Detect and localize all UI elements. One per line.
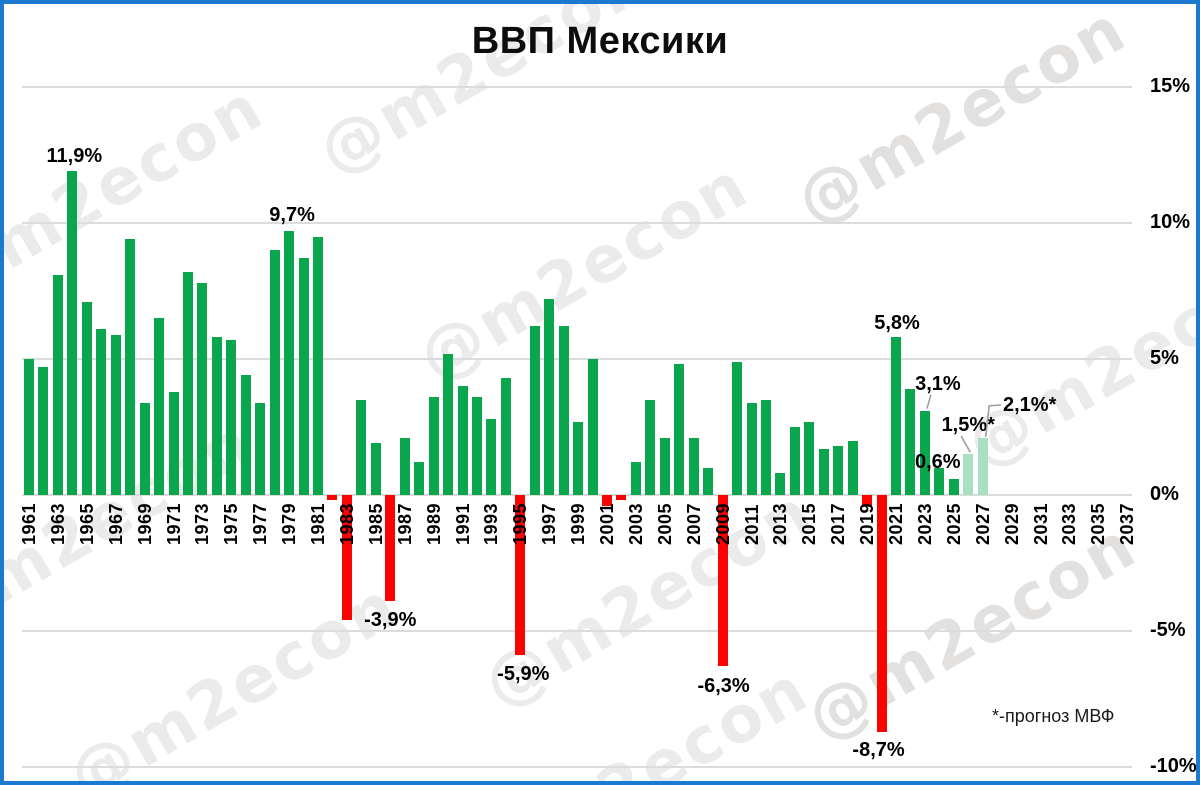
bar-2008 <box>703 467 714 495</box>
bar-1999 <box>573 421 584 495</box>
bar-2000 <box>587 359 598 495</box>
forecast-footnote: *-прогноз МВФ <box>992 706 1115 726</box>
data-label-2025: 0,6% <box>915 450 961 473</box>
bar-2002 <box>616 495 627 501</box>
y-tick-10: 10% <box>1150 211 1191 234</box>
bar-2023 <box>919 410 930 495</box>
bar-2020 <box>876 495 887 732</box>
bar-1966 <box>96 329 107 495</box>
bar-2019 <box>862 495 873 506</box>
leader-line-2026 <box>960 435 971 453</box>
data-label-1995: -5,9% <box>497 663 550 686</box>
bar-1972 <box>182 271 193 495</box>
leader-line-2027 <box>984 404 1002 437</box>
y-tick-0: 0% <box>1150 483 1179 506</box>
data-label-2009: -6,3% <box>697 675 750 698</box>
bar-2005 <box>659 437 670 495</box>
bar-2017 <box>833 446 844 495</box>
y-tick--10: -10% <box>1150 755 1197 778</box>
bar-1971 <box>168 391 179 495</box>
bar-1983 <box>341 495 352 621</box>
leader-lines <box>926 394 1002 453</box>
bar-1978 <box>269 250 280 495</box>
bar-1994 <box>500 378 511 495</box>
bar-2027-forecast <box>977 437 988 495</box>
bar-1985 <box>370 443 381 495</box>
data-label-2027: 2,1%* <box>1003 393 1057 416</box>
data-label-2026: 1,5%* <box>941 414 995 437</box>
y-tick-15: 15% <box>1150 75 1191 98</box>
bar-1976 <box>240 375 251 495</box>
bar-1973 <box>197 282 208 495</box>
leader-line-2023 <box>926 394 932 409</box>
bar-2013 <box>775 473 786 495</box>
bar-2011 <box>746 402 757 495</box>
data-label-1986: -3,9% <box>364 609 417 632</box>
data-label-2020: -8,7% <box>852 738 905 761</box>
y-tick-5: 5% <box>1150 347 1179 370</box>
gridline-10 <box>22 222 1132 224</box>
bar-2014 <box>789 427 800 495</box>
bar-2001 <box>602 495 612 506</box>
bar-1974 <box>211 337 222 495</box>
bar-1980 <box>298 258 309 495</box>
bar-1987 <box>399 437 410 495</box>
bar-1964 <box>67 171 78 495</box>
bar-1981 <box>313 236 323 495</box>
bar-2021 <box>891 337 901 495</box>
gridline-0 <box>22 494 1132 496</box>
bar-2024 <box>934 467 945 495</box>
bar-1993 <box>486 418 497 495</box>
bar-1998 <box>558 326 569 495</box>
bar-2004 <box>645 399 656 495</box>
bar-1961 <box>24 359 34 495</box>
bar-1989 <box>428 397 439 495</box>
gridline--10 <box>22 766 1132 768</box>
data-label-1964: 11,9% <box>46 145 103 168</box>
bar-2018 <box>847 440 858 495</box>
bar-1982 <box>327 495 338 501</box>
bar-2009 <box>717 495 728 667</box>
bar-2006 <box>674 364 685 495</box>
y-tick--5: -5% <box>1150 619 1186 642</box>
bar-2016 <box>818 448 829 495</box>
gridline-15 <box>22 86 1132 88</box>
bar-1988 <box>414 462 425 495</box>
gridline--5 <box>22 630 1132 632</box>
bar-1970 <box>154 318 165 495</box>
bar-1967 <box>110 334 121 495</box>
gridline-5 <box>22 358 1132 360</box>
bar-1962 <box>38 367 49 495</box>
bar-2026-forecast <box>963 454 974 495</box>
bar-1975 <box>226 339 237 495</box>
bar-1965 <box>81 301 92 495</box>
data-label-1979: 9,7% <box>269 204 315 227</box>
bar-1968 <box>125 239 136 495</box>
bar-1991 <box>457 386 468 495</box>
bar-1984 <box>356 399 367 495</box>
bar-1977 <box>255 402 266 495</box>
bar-1986 <box>385 495 396 602</box>
bar-1992 <box>471 397 482 495</box>
bar-2022 <box>905 388 916 495</box>
bar-1990 <box>443 353 454 495</box>
bar-2012 <box>760 399 771 495</box>
bar-1995 <box>515 495 526 656</box>
bar-1969 <box>139 402 150 495</box>
data-label-2021: 5,8% <box>874 312 920 335</box>
bar-1963 <box>52 274 63 495</box>
bar-2010 <box>732 361 743 495</box>
bar-2003 <box>630 462 641 495</box>
bar-1996 <box>529 326 540 495</box>
bar-1997 <box>544 299 555 495</box>
bar-1979 <box>284 231 295 495</box>
bar-2025 <box>948 478 959 495</box>
data-label-2023: 3,1% <box>915 372 961 395</box>
bar-2007 <box>688 437 699 495</box>
chart-title: ВВП Мексики <box>471 20 729 62</box>
bar-2015 <box>804 421 815 495</box>
